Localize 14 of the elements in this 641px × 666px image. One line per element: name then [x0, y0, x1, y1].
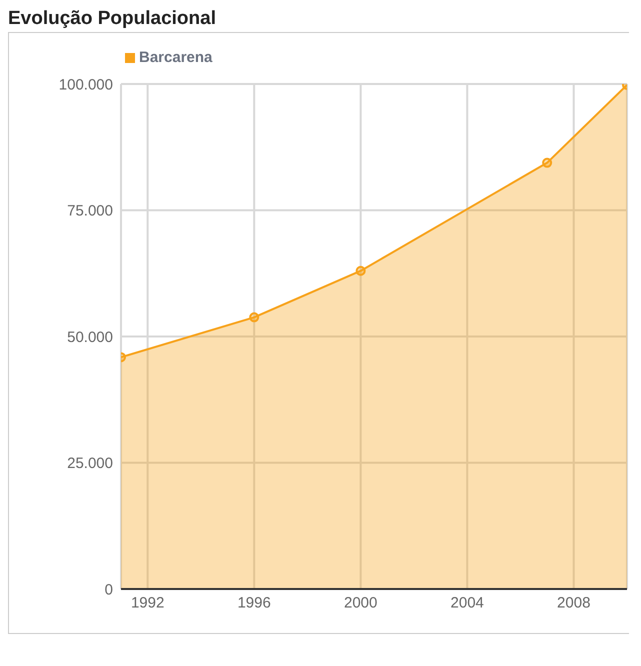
x-tick-label: 2008 — [557, 594, 590, 612]
x-tick-label: 1992 — [130, 594, 164, 612]
y-tick-label: 75.000 — [67, 202, 113, 220]
x-tick-label: 1996 — [237, 594, 271, 612]
y-tick-label: 0 — [104, 581, 113, 598]
x-tick-label: 2004 — [450, 594, 484, 612]
x-tick-label: 2000 — [344, 594, 378, 612]
y-tick-label: 50.000 — [67, 328, 113, 346]
legend-label: Barcarena — [139, 49, 212, 66]
y-tick-label: 25.000 — [67, 455, 113, 472]
chart-title: Evolução Populacional — [8, 8, 217, 30]
y-tick-label: 100.000 — [58, 76, 113, 94]
point — [356, 266, 366, 276]
point — [249, 312, 260, 322]
